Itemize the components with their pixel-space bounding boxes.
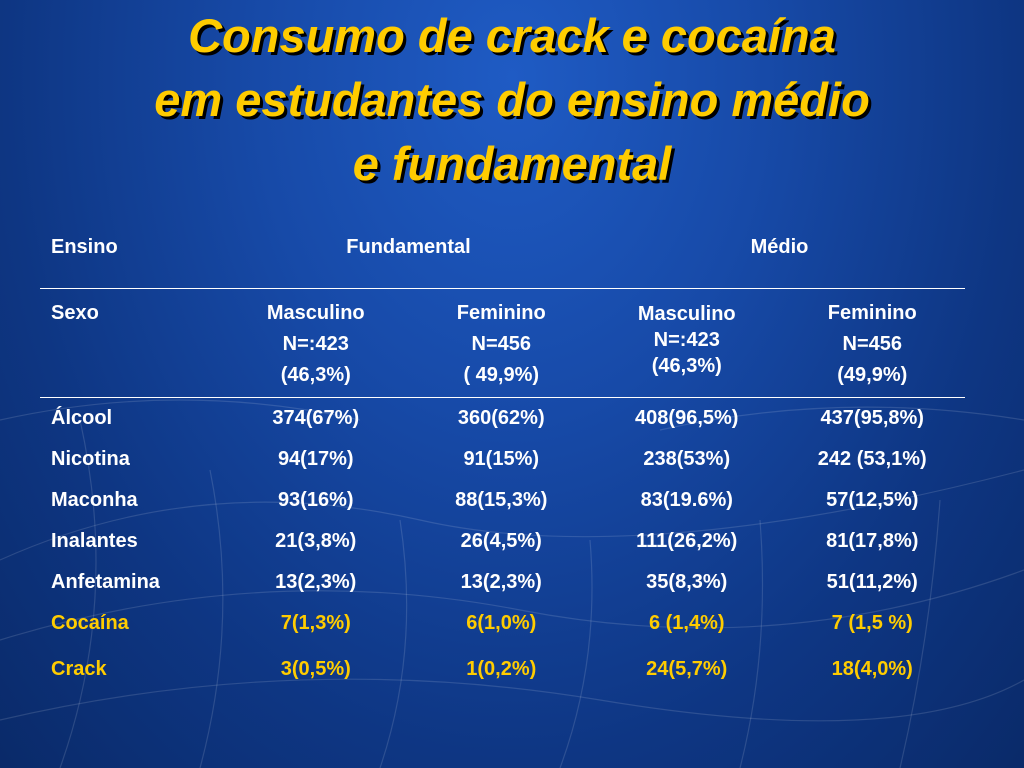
value-cell: 91(15%) — [463, 448, 540, 470]
value-cell: 437(95,8%) — [820, 407, 924, 429]
group-pct: (46,3%) — [280, 364, 351, 386]
group-sex: Feminino — [456, 302, 546, 324]
value-cell: 374(67%) — [272, 407, 360, 429]
group-sex: Feminino — [827, 302, 917, 324]
table-row-maconha: Maconha 93(16%) 88(15,3%) 83(19.6%) 57(1… — [40, 480, 965, 521]
table-row-cocaina: Cocaína 7(1,3%) 6(1,0%) 6 (1,4%) 7 (1,5 … — [40, 603, 965, 644]
group-medio-masculino: Masculino N=:423 (46,3%) — [594, 289, 780, 398]
value-cell: 93(16%) — [277, 489, 354, 511]
value-cell: 81(17,8%) — [826, 530, 919, 552]
title-line-2: em estudantes do ensino médio — [154, 73, 870, 126]
slide-title: Consumo de crack e cocaína em estudantes… — [0, 4, 1024, 196]
substance-label: Nicotina — [51, 448, 130, 470]
group-sex: Masculino — [637, 303, 736, 325]
group-n: N=:423 — [653, 329, 720, 351]
table-row-crack: Crack 3(0,5%) 1(0,2%) 24(5,7%) 18(4,0%) — [40, 644, 965, 694]
group-n: N=:423 — [282, 333, 349, 355]
title-line-1: Consumo de crack e cocaína — [188, 9, 836, 62]
substance-label: Anfetamina — [51, 571, 160, 593]
group-fundamental-feminino: Feminino N=456 ( 49,9%) — [409, 289, 595, 398]
group-n: N=456 — [842, 333, 903, 355]
value-cell: 111(26,2%) — [636, 530, 738, 552]
value-cell: 7 (1,5 %) — [831, 612, 913, 634]
table-row-nicotina: Nicotina 94(17%) 91(15%) 238(53%) 242 (5… — [40, 439, 965, 480]
table-sexo-row: Sexo Masculino N=:423 (46,3%) Feminino N… — [40, 289, 965, 398]
group-pct: (49,9%) — [837, 364, 908, 386]
sexo-label: Sexo — [51, 302, 99, 324]
value-cell: 94(17%) — [277, 448, 354, 470]
table-row-alcool: Álcool 374(67%) 360(62%) 408(96,5%) 437(… — [40, 398, 965, 440]
substance-label: Maconha — [51, 489, 138, 511]
group-n: N=456 — [471, 333, 532, 355]
value-cell: 408(96,5%) — [635, 407, 739, 429]
group-medio-feminino: Feminino N=456 (49,9%) — [780, 289, 966, 398]
table-header-row: Ensino Fundamental Médio — [40, 226, 965, 289]
title-line-3: e fundamental — [352, 137, 672, 190]
value-cell: 26(4,5%) — [460, 530, 542, 552]
value-cell: 83(19.6%) — [640, 489, 733, 511]
value-cell: 51(11,2%) — [826, 571, 918, 593]
value-cell: 242 (53,1%) — [817, 448, 927, 470]
consumption-table: Ensino Fundamental Médio Sexo Masculino … — [40, 226, 965, 694]
value-cell: 6 (1,4%) — [648, 612, 725, 634]
substance-label: Cocaína — [51, 612, 129, 634]
group-sex: Masculino — [266, 302, 365, 324]
value-cell: 7(1,3%) — [280, 612, 351, 634]
table-row-anfetamina: Anfetamina 13(2,3%) 13(2,3%) 35(8,3%) 51… — [40, 562, 965, 603]
value-cell: 13(2,3%) — [275, 571, 357, 593]
value-cell: 13(2,3%) — [460, 571, 542, 593]
substance-label: Álcool — [51, 407, 113, 429]
value-cell: 57(12,5%) — [826, 489, 919, 511]
group-fundamental-masculino: Masculino N=:423 (46,3%) — [223, 289, 409, 398]
substance-label: Crack — [51, 658, 107, 680]
value-cell: 24(5,7%) — [646, 658, 728, 680]
header-ensino-label: Ensino — [51, 236, 118, 258]
value-cell: 6(1,0%) — [466, 612, 537, 634]
substance-label: Inalantes — [51, 530, 138, 552]
header-medio: Médio — [750, 236, 809, 258]
value-cell: 360(62%) — [457, 407, 545, 429]
group-pct: ( 49,9%) — [463, 364, 540, 386]
header-fundamental: Fundamental — [346, 236, 471, 258]
value-cell: 238(53%) — [643, 448, 731, 470]
value-cell: 21(3,8%) — [275, 530, 357, 552]
value-cell: 35(8,3%) — [646, 571, 728, 593]
value-cell: 1(0,2%) — [466, 658, 537, 680]
value-cell: 18(4,0%) — [831, 658, 913, 680]
value-cell: 3(0,5%) — [280, 658, 351, 680]
table-row-inalantes: Inalantes 21(3,8%) 26(4,5%) 111(26,2%) 8… — [40, 521, 965, 562]
value-cell: 88(15,3%) — [455, 489, 548, 511]
group-pct: (46,3%) — [651, 355, 722, 377]
